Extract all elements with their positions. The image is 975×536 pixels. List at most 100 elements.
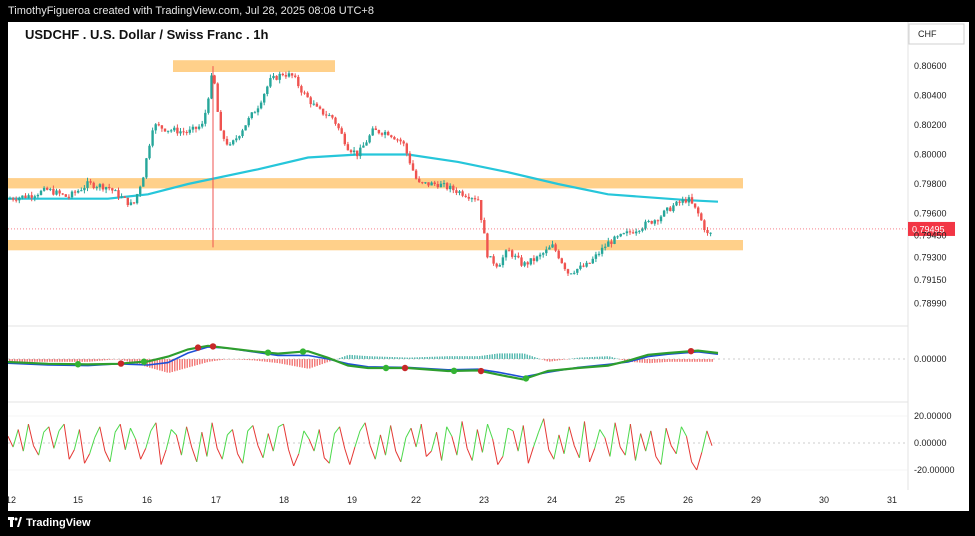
tradingview-logo: TradingView (8, 517, 91, 529)
oscillator-segment (568, 426, 575, 446)
oscillator-segment (247, 425, 254, 432)
macd-histogram-bar (354, 355, 356, 359)
oscillator-segment (573, 445, 580, 459)
macd-histogram-bar (161, 359, 163, 372)
top-credit-bar: TimothyFigueroa created with TradingView… (0, 0, 975, 22)
candle-body (303, 92, 306, 94)
macd-histogram-bar (131, 359, 133, 363)
macd-histogram-bar (299, 359, 301, 368)
oscillator-segment (140, 448, 147, 460)
macd-histogram-bar (11, 359, 13, 362)
macd-histogram-bar (519, 353, 521, 359)
macd-histogram-bar (589, 357, 591, 359)
macd-histogram-bar (476, 356, 478, 359)
candle-body (216, 83, 219, 112)
candle-body (83, 187, 86, 191)
chart-svg[interactable]: 0.00000 20.00000 0.00000 -20.00000 0.79495… (8, 22, 969, 511)
macd-histogram-bar (709, 359, 711, 362)
oscillator-segment (538, 418, 545, 433)
oscillator-segment (451, 436, 458, 456)
candle-body (442, 183, 446, 185)
macd-histogram-bar (451, 356, 453, 359)
macd-histogram-bar (306, 359, 308, 369)
x-tick-label: 25 (615, 495, 625, 505)
candle-body (321, 108, 325, 115)
oscillator-segment (89, 437, 96, 454)
macd-histogram-bar (219, 359, 221, 361)
chart-area[interactable]: 0.00000 20.00000 0.00000 -20.00000 0.79495… (8, 22, 969, 511)
macd-histogram-bar (159, 359, 161, 371)
candle-body (380, 133, 384, 135)
currency-box[interactable]: CHF (908, 23, 965, 45)
macd-histogram-bar (401, 357, 403, 359)
macd-histogram-bar (514, 353, 516, 359)
x-tick-label: 31 (887, 495, 897, 505)
oscillator-segment (359, 422, 366, 432)
oscillator-segment (267, 433, 274, 452)
candle-body (368, 135, 371, 143)
oscillator-segment (262, 433, 269, 458)
candle-body (24, 195, 27, 198)
candle-body (95, 187, 98, 189)
candle-body (263, 93, 266, 103)
macd-histogram-bar (421, 357, 423, 359)
osc-tick-label: 20.00000 (914, 411, 952, 421)
candle-body (703, 220, 706, 231)
oscillator-segment (160, 449, 167, 465)
oscillator-segment (471, 429, 478, 461)
oscillator-segment (425, 450, 432, 457)
candle-body (600, 247, 604, 254)
oscillator-segment (237, 453, 244, 464)
macd-histogram-bar (579, 357, 581, 359)
macd-cross-dot (450, 367, 458, 375)
oscillator-segment (73, 429, 80, 450)
candle-body (123, 196, 126, 198)
candle-body (439, 183, 443, 188)
candle-body (545, 249, 548, 254)
candle-body (67, 196, 71, 198)
oscillator-segment (645, 430, 652, 452)
x-tick-label: 23 (479, 495, 489, 505)
x-tick-label: 17 (211, 495, 221, 505)
macd-histogram-bar (429, 356, 431, 359)
candle-body (49, 188, 52, 190)
oscillator-segment (492, 438, 499, 465)
macd-histogram-bar (31, 359, 33, 362)
macd-histogram-bar (264, 359, 266, 362)
candle-body (300, 86, 303, 93)
tradingview-logo-icon (8, 517, 22, 527)
macd-cross-dot (687, 347, 695, 355)
oscillator-segment (282, 424, 290, 450)
candle-body (210, 75, 213, 99)
macd-histogram-bar (469, 356, 471, 359)
candle-body (616, 236, 619, 238)
macd-histogram-bar (676, 359, 678, 362)
candle-body (585, 262, 588, 267)
candle-body (458, 191, 461, 193)
candle-body (334, 117, 337, 124)
candle-body (678, 201, 681, 203)
candle-body (408, 153, 412, 164)
candle-body (238, 136, 241, 139)
candle-body (436, 184, 439, 188)
candle-body (166, 130, 170, 132)
oscillator-segment (33, 445, 40, 456)
oscillator-segment (405, 427, 412, 438)
candle-body (548, 247, 551, 250)
candle-body (374, 128, 377, 131)
x-tick-label: 26 (683, 495, 693, 505)
macd-cross-dot (264, 349, 272, 356)
candle-body (486, 233, 489, 258)
candle-body (557, 250, 560, 259)
macd-histogram-bar (481, 355, 483, 359)
candle-body (706, 230, 709, 234)
oscillator-segment (135, 438, 142, 460)
candle-body (315, 103, 319, 107)
macd-histogram-bar (316, 359, 318, 366)
macd-histogram-bar (204, 359, 206, 363)
macd-histogram-bar (541, 359, 543, 360)
candle-body (396, 139, 399, 141)
candle-body (61, 193, 64, 195)
price-tick-label: 0.80200 (914, 120, 947, 130)
macd-histogram-bar (164, 359, 166, 372)
